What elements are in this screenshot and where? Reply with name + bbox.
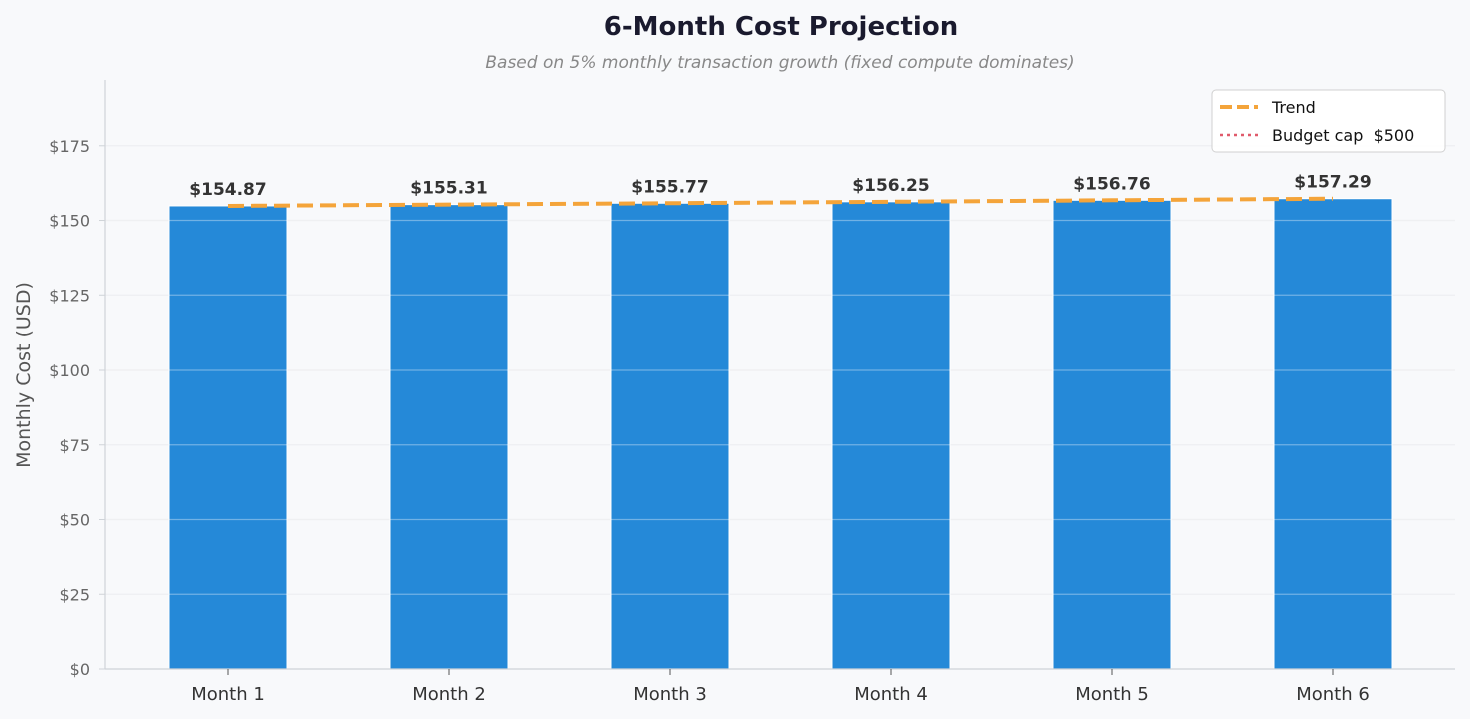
chart-subtitle: Based on 5% monthly transaction growth (…: [485, 53, 1074, 73]
data-label: $157.29: [1294, 173, 1371, 193]
y-tick-label: $0: [70, 660, 90, 679]
x-tick-label: Month 2: [412, 684, 486, 705]
x-tick-label: Month 6: [1296, 684, 1370, 705]
trend-series-line: [227, 196, 1334, 208]
bar: [1273, 198, 1393, 670]
bar: [610, 202, 730, 670]
y-tick-label: $100: [49, 361, 90, 380]
y-tick-label: $25: [59, 585, 90, 604]
y-tick-label: $150: [49, 212, 90, 231]
data-label: $155.31: [410, 179, 487, 199]
y-tick-label: $75: [59, 436, 90, 455]
legend: Trend Budget cap $500: [1211, 89, 1446, 153]
y-ticks: $0 $25 $50 $75 $100 $125 $150 $175: [49, 137, 105, 679]
x-tick-label: Month 3: [633, 684, 707, 705]
bar: [389, 204, 509, 670]
x-tick-label: Month 4: [854, 684, 928, 705]
gridlines: [105, 145, 1455, 595]
axes: [104, 80, 1455, 670]
data-label: $154.87: [189, 180, 266, 200]
chart-title: 6-Month Cost Projection: [604, 12, 958, 42]
trend-line: [227, 196, 1334, 208]
bars: [105, 145, 1455, 670]
y-tick-label: $125: [49, 286, 90, 305]
legend-box: [1211, 89, 1446, 153]
bar: [168, 205, 288, 670]
x-ticks: Month 1 Month 2 Month 3 Month 4 Month 5 Month…: [191, 669, 1370, 705]
y-tick-label: $175: [49, 137, 90, 156]
data-labels: $154.87 $155.31 $155.77 $156.25 $156.76 $157.…: [189, 173, 1371, 200]
x-tick-label: Month 5: [1075, 684, 1149, 705]
y-axis-label: Monthly Cost (USD): [13, 282, 35, 468]
bar: [831, 201, 951, 670]
y-tick-label: $50: [59, 511, 90, 530]
legend-label: Trend: [1271, 98, 1316, 117]
x-tick-label: Month 1: [191, 684, 265, 705]
data-label: $156.25: [852, 176, 929, 196]
data-label: $155.77: [631, 177, 708, 197]
data-label: $156.76: [1073, 174, 1150, 194]
bar: [1052, 199, 1172, 670]
legend-label: Budget cap $500: [1272, 126, 1414, 145]
